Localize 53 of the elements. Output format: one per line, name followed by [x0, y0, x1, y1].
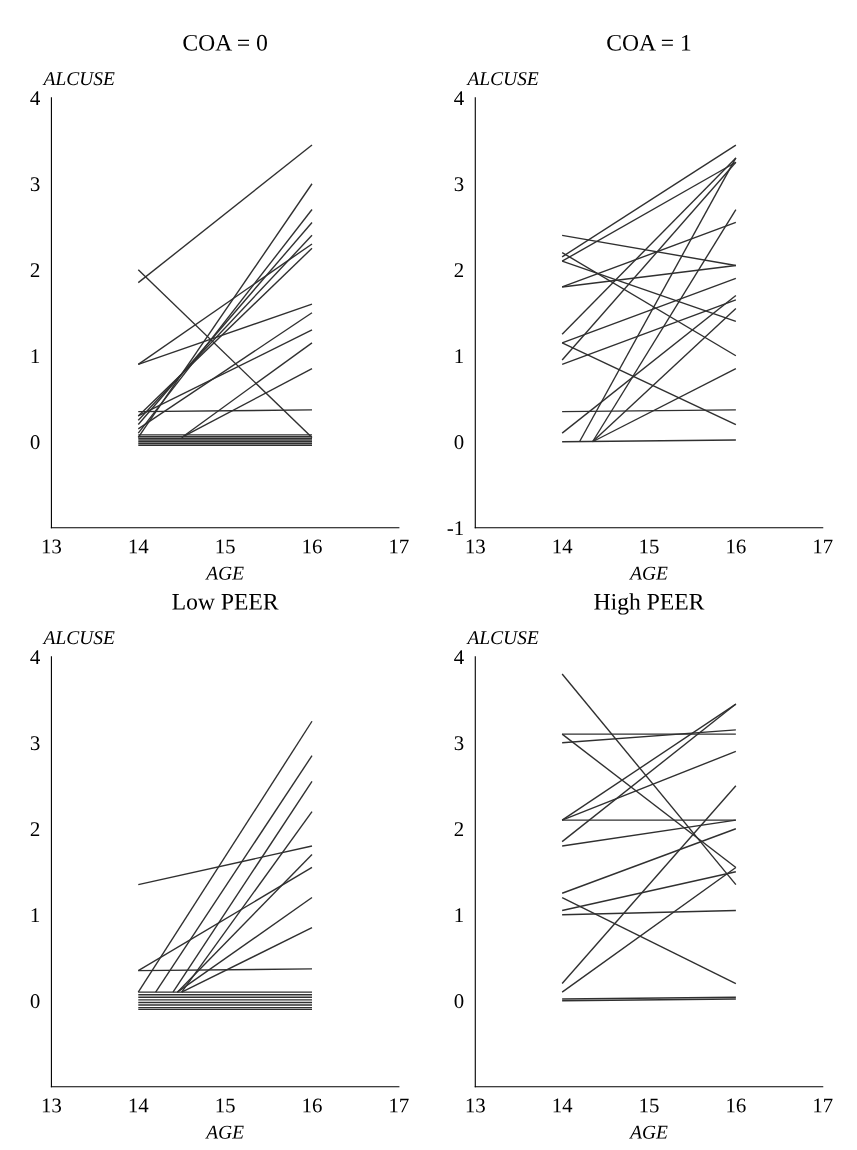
y-tick-label: 0 — [30, 994, 40, 1009]
y-tick-label: 2 — [454, 822, 464, 836]
y-tick-label: 0 — [454, 994, 464, 1009]
y-tick-label: 4 — [30, 650, 40, 664]
chart-title: COA = 1 — [607, 34, 691, 51]
x-tick-label: 14 — [553, 1098, 573, 1113]
chart-title: Low PEER — [172, 594, 279, 610]
y-tick-label: 2 — [30, 263, 40, 277]
y-tick-label: 1 — [31, 908, 40, 922]
y-tick-label: 0 — [454, 435, 464, 450]
y-tick-label: 1 — [455, 349, 463, 363]
x-tick-label: 13 — [42, 539, 62, 554]
x-tick-label: 16 — [727, 1098, 746, 1113]
x-tick-label: 16 — [303, 1098, 322, 1113]
y-tick-label: 0 — [30, 435, 40, 450]
y-axis-title: ALCUSE — [42, 72, 115, 86]
x-axis-title: AGE — [205, 1125, 244, 1139]
chart-title: High PEER — [594, 593, 705, 615]
y-tick-label: 3 — [30, 736, 40, 751]
x-tick-label: 13 — [466, 539, 485, 554]
x-tick-label: 16 — [727, 539, 746, 554]
y-axis-title: ALCUSE — [42, 631, 115, 645]
y-tick-label: 3 — [30, 177, 40, 192]
x-tick-label: 15 — [640, 539, 659, 554]
x-tick-label: 16 — [303, 539, 322, 554]
y-axis-title: ALCUSE — [466, 72, 539, 86]
y-tick-label: 1 — [455, 908, 463, 922]
y-tick-label: 3 — [454, 736, 464, 751]
x-tick-label: 17 — [814, 1098, 833, 1113]
y-tick-label: 3 — [454, 177, 464, 192]
x-axis-title: AGE — [629, 566, 668, 580]
y-tick-label: 4 — [454, 650, 464, 664]
x-tick-label: 17 — [814, 539, 833, 554]
x-axis-title: AGE — [629, 1125, 668, 1139]
x-tick-label: 15 — [216, 539, 235, 554]
x-tick-label: 13 — [466, 1098, 485, 1113]
y-tick-label: 4 — [30, 91, 40, 105]
y-tick-label: 1 — [31, 349, 40, 363]
x-tick-label: 17 — [390, 1098, 409, 1113]
x-tick-label: 14 — [129, 1098, 149, 1113]
y-tick-label: -1 — [447, 521, 463, 535]
x-tick-label: 13 — [42, 1098, 62, 1113]
x-tick-label: 14 — [553, 539, 573, 554]
y-tick-label: 2 — [30, 822, 40, 836]
x-tick-label: 15 — [640, 1098, 659, 1113]
x-tick-label: 14 — [129, 539, 149, 554]
chart-title: COA = 0 — [183, 34, 267, 51]
y-tick-label: 2 — [454, 263, 464, 277]
y-tick-label: 4 — [454, 91, 464, 105]
x-tick-label: 15 — [216, 1098, 235, 1113]
y-axis-title: ALCUSE — [466, 631, 539, 645]
x-axis-title: AGE — [205, 566, 244, 580]
x-tick-label: 17 — [390, 539, 409, 554]
